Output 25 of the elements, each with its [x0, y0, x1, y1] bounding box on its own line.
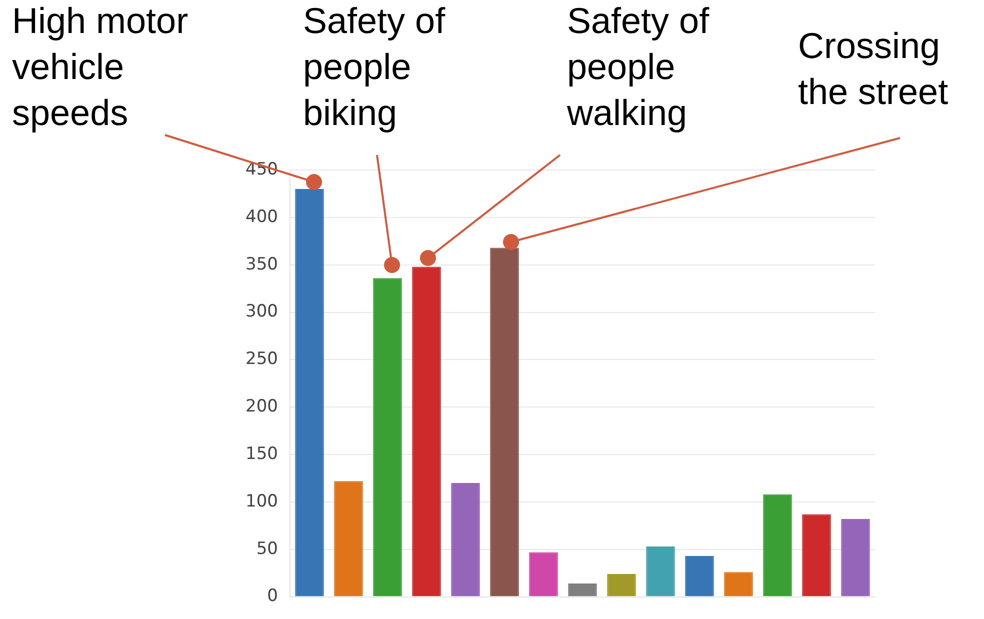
bar — [763, 494, 792, 596]
y-tick-label: 400 — [246, 206, 278, 227]
bar — [334, 481, 363, 596]
bar — [724, 572, 753, 596]
y-tick-label: 150 — [246, 444, 278, 464]
y-tick-label: 50 — [256, 538, 278, 559]
text: Safety of people walking — [566, 0, 710, 133]
text: Crossing the street — [798, 24, 948, 112]
bar — [607, 574, 636, 596]
bar — [373, 278, 402, 596]
y-tick-label: 350 — [246, 254, 278, 274]
bar — [685, 556, 714, 596]
y-tick-label: 0 — [267, 586, 278, 606]
bar — [568, 584, 597, 596]
y-tick-label: 100 — [246, 491, 278, 512]
bar — [646, 546, 675, 596]
bar — [802, 514, 831, 596]
bar — [451, 482, 480, 596]
bar — [529, 552, 558, 596]
y-tick-label: 250 — [246, 349, 278, 370]
y-tick-label: 300 — [246, 302, 278, 322]
bar — [841, 519, 870, 596]
text: High motor vehicle speeds — [12, 0, 188, 133]
text: Safety of people biking — [303, 0, 446, 133]
y-tick-label: 200 — [246, 396, 278, 417]
